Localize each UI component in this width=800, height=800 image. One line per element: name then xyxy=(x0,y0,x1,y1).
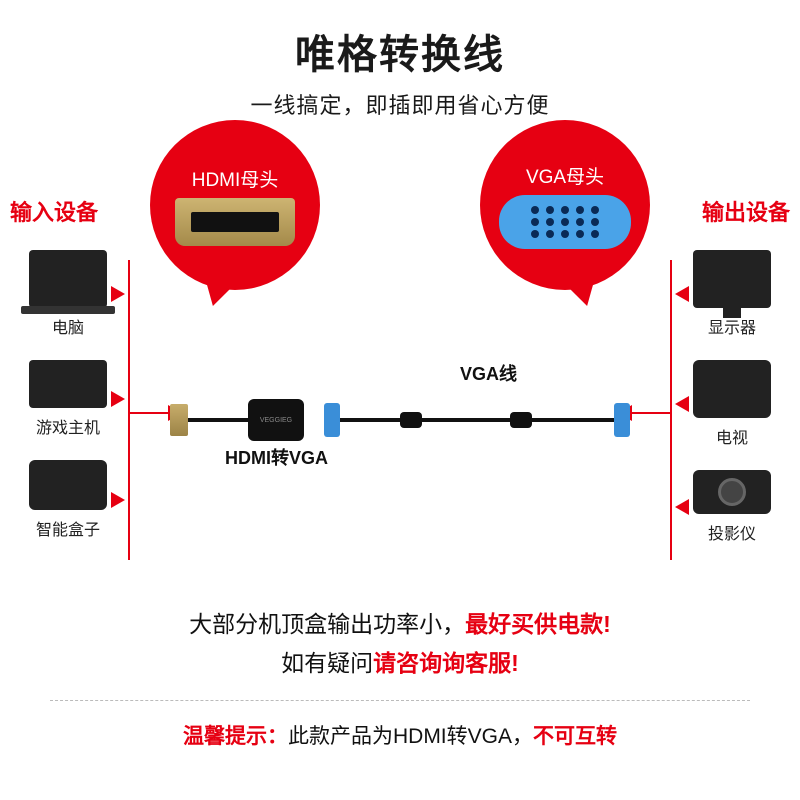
hdmi-port-icon xyxy=(175,198,295,246)
box-icon xyxy=(29,460,107,510)
device-tv: 电视 xyxy=(693,360,771,448)
input-device-list: 电脑 游戏主机 智能盒子 xyxy=(18,250,118,540)
cable-diagram: VEGGIEG xyxy=(170,390,630,450)
hdmi-bubble: HDMI母头 xyxy=(150,120,320,290)
arrow-icon xyxy=(111,492,125,508)
projector-icon xyxy=(693,470,771,514)
hdmi-plug-icon xyxy=(170,404,188,436)
warm-tip: 温馨提示：此款产品为HDMI转VGA，不可互转 xyxy=(0,720,800,750)
device-laptop: 电脑 xyxy=(29,250,107,338)
arrow-icon xyxy=(111,391,125,407)
note-text: 如有疑问 xyxy=(281,650,373,676)
tip-body: 此款产品为HDMI转VGA， xyxy=(288,725,533,748)
vga-plug-icon xyxy=(614,403,630,437)
device-monitor: 显示器 xyxy=(693,250,771,338)
device-label: 投影仪 xyxy=(708,520,756,544)
arrow-icon xyxy=(111,286,125,302)
page-subtitle: 一线搞定，即插即用省心方便 xyxy=(0,88,800,120)
divider xyxy=(50,700,750,701)
note-text: 大部分机顶盒输出功率小， xyxy=(189,611,465,637)
device-box: 智能盒子 xyxy=(29,460,107,540)
arrow-icon xyxy=(675,499,689,515)
monitor-icon xyxy=(693,250,771,308)
vga-bubble: VGA母头 xyxy=(480,120,650,290)
connector-line xyxy=(128,260,130,560)
tv-icon xyxy=(693,360,771,418)
arrow-icon xyxy=(675,396,689,412)
tip-prefix: 温馨提示： xyxy=(183,725,288,748)
arrow-icon xyxy=(675,286,689,302)
note-highlight: 最好买供电款! xyxy=(465,611,611,637)
connector-arrow xyxy=(128,412,170,414)
output-heading: 输出设备 xyxy=(702,195,790,227)
vga-cable-label: VGA线 xyxy=(460,360,517,386)
input-heading: 输入设备 xyxy=(10,195,98,227)
connector-arrow xyxy=(630,412,672,414)
console-icon xyxy=(29,360,107,408)
output-device-list: 显示器 电视 投影仪 xyxy=(682,250,782,544)
ferrite-icon xyxy=(510,412,532,428)
connector-line xyxy=(670,260,672,560)
tip-warning: 不可互转 xyxy=(533,725,617,748)
adapter-icon: VEGGIEG xyxy=(248,399,304,441)
device-label: 游戏主机 xyxy=(36,414,100,438)
power-note: 大部分机顶盒输出功率小，最好买供电款! 如有疑问请咨询询客服! xyxy=(0,605,800,683)
laptop-icon xyxy=(29,250,107,308)
device-label: 电脑 xyxy=(52,314,84,338)
page-title: 唯格转换线 xyxy=(0,0,800,80)
vga-bubble-label: VGA母头 xyxy=(526,162,604,189)
cable-segment xyxy=(340,418,614,422)
adapter-label: HDMI转VGA xyxy=(225,444,328,470)
device-console: 游戏主机 xyxy=(29,360,107,438)
device-label: 电视 xyxy=(716,424,748,448)
hdmi-bubble-label: HDMI母头 xyxy=(192,165,279,192)
device-label: 智能盒子 xyxy=(36,516,100,540)
ferrite-icon xyxy=(400,412,422,428)
note-highlight: 请咨询询客服! xyxy=(373,650,519,676)
cable-segment xyxy=(188,418,248,422)
vga-port-icon xyxy=(499,195,631,249)
device-projector: 投影仪 xyxy=(693,470,771,544)
vga-plug-icon xyxy=(324,403,340,437)
